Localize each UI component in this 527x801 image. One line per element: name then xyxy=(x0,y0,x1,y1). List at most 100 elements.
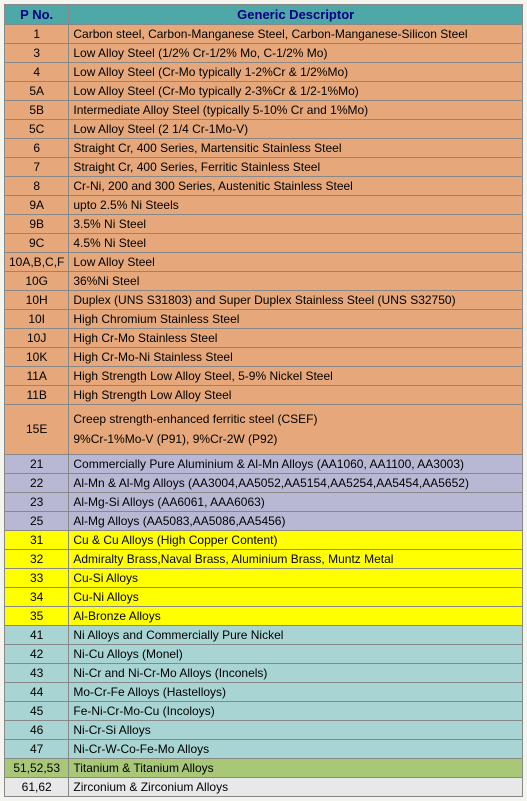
table-row: 10HDuplex (UNS S31803) and Super Duplex … xyxy=(5,291,523,310)
table-row: 10A,B,C,FLow Alloy Steel xyxy=(5,253,523,272)
cell-pno: 11B xyxy=(5,386,69,405)
cell-pno: 47 xyxy=(5,739,69,758)
cell-desc: Low Alloy Steel xyxy=(69,253,523,272)
cell-pno: 51,52,53 xyxy=(5,758,69,777)
cell-desc: Fe-Ni-Cr-Mo-Cu (Incoloys) xyxy=(69,701,523,720)
cell-desc: Ni-Cr and Ni-Cr-Mo Alloys (Inconels) xyxy=(69,663,523,682)
table-row: 9B3.5% Ni Steel xyxy=(5,215,523,234)
cell-desc: Intermediate Alloy Steel (typically 5-10… xyxy=(69,101,523,120)
cell-pno: 33 xyxy=(5,568,69,587)
cell-pno: 5B xyxy=(5,101,69,120)
table-row: 32Admiralty Brass,Naval Brass, Aluminium… xyxy=(5,549,523,568)
cell-pno: 31 xyxy=(5,530,69,549)
cell-pno: 5A xyxy=(5,82,69,101)
table-row: 5BIntermediate Alloy Steel (typically 5-… xyxy=(5,101,523,120)
cell-desc: 4.5% Ni Steel xyxy=(69,234,523,253)
table-row: 6Straight Cr, 400 Series, Martensitic St… xyxy=(5,139,523,158)
cell-pno: 9A xyxy=(5,196,69,215)
cell-desc: Cu & Cu Alloys (High Copper Content) xyxy=(69,530,523,549)
cell-desc: High Strength Low Alloy Steel xyxy=(69,386,523,405)
table-row: 33Cu-Si Alloys xyxy=(5,568,523,587)
cell-pno: 4 xyxy=(5,63,69,82)
cell-desc: Ni-Cu Alloys (Monel) xyxy=(69,644,523,663)
table-row: 42Ni-Cu Alloys (Monel) xyxy=(5,644,523,663)
cell-pno: 10I xyxy=(5,310,69,329)
cell-pno: 32 xyxy=(5,549,69,568)
table-row: 5ALow Alloy Steel (Cr-Mo typically 2-3%C… xyxy=(5,82,523,101)
table-row: 44Mo-Cr-Fe Alloys (Hastelloys) xyxy=(5,682,523,701)
header-pno: P No. xyxy=(5,5,69,25)
cell-pno: 6 xyxy=(5,139,69,158)
cell-pno: 21 xyxy=(5,454,69,473)
cell-pno: 1 xyxy=(5,25,69,44)
table-row: 9Aupto 2.5% Ni Steels xyxy=(5,196,523,215)
table-row: 25Al-Mg Alloys (AA5083,AA5086,AA5456) xyxy=(5,511,523,530)
cell-pno: 45 xyxy=(5,701,69,720)
table-body: 1Carbon steel, Carbon-Manganese Steel, C… xyxy=(5,25,523,797)
table-row: 31Cu & Cu Alloys (High Copper Content) xyxy=(5,530,523,549)
table-row: 9C4.5% Ni Steel xyxy=(5,234,523,253)
table-row: 35Al-Bronze Alloys xyxy=(5,606,523,625)
table-row: 45Fe-Ni-Cr-Mo-Cu (Incoloys) xyxy=(5,701,523,720)
cell-desc: Low Alloy Steel (Cr-Mo typically 1-2%Cr … xyxy=(69,63,523,82)
table-row: 10G36%Ni Steel xyxy=(5,272,523,291)
cell-pno: 7 xyxy=(5,158,69,177)
cell-desc: Creep strength-enhanced ferritic steel (… xyxy=(69,405,523,455)
cell-desc: High Strength Low Alloy Steel, 5-9% Nick… xyxy=(69,367,523,386)
cell-pno: 25 xyxy=(5,511,69,530)
cell-pno: 41 xyxy=(5,625,69,644)
p-number-table: P No. Generic Descriptor 1Carbon steel, … xyxy=(4,4,523,797)
cell-desc: Duplex (UNS S31803) and Super Duplex Sta… xyxy=(69,291,523,310)
cell-desc: High Chromium Stainless Steel xyxy=(69,310,523,329)
table-row: 21Commercially Pure Aluminium & Al-Mn Al… xyxy=(5,454,523,473)
cell-desc: Cr-Ni, 200 and 300 Series, Austenitic St… xyxy=(69,177,523,196)
cell-desc: 3.5% Ni Steel xyxy=(69,215,523,234)
cell-pno: 3 xyxy=(5,44,69,63)
cell-pno: 10A,B,C,F xyxy=(5,253,69,272)
table-row: 15ECreep strength-enhanced ferritic stee… xyxy=(5,405,523,455)
cell-desc: Cu-Ni Alloys xyxy=(69,587,523,606)
table-row: 10JHigh Cr-Mo Stainless Steel xyxy=(5,329,523,348)
cell-desc: upto 2.5% Ni Steels xyxy=(69,196,523,215)
table-row: 43Ni-Cr and Ni-Cr-Mo Alloys (Inconels) xyxy=(5,663,523,682)
cell-pno: 43 xyxy=(5,663,69,682)
cell-desc: 36%Ni Steel xyxy=(69,272,523,291)
table-header-row: P No. Generic Descriptor xyxy=(5,5,523,25)
cell-desc: Mo-Cr-Fe Alloys (Hastelloys) xyxy=(69,682,523,701)
cell-pno: 61,62 xyxy=(5,777,69,796)
cell-desc: Ni-Cr-W-Co-Fe-Mo Alloys xyxy=(69,739,523,758)
cell-desc: High Cr-Mo-Ni Stainless Steel xyxy=(69,348,523,367)
table-row: 23Al-Mg-Si Alloys (AA6061, AAA6063) xyxy=(5,492,523,511)
cell-pno: 10J xyxy=(5,329,69,348)
table-row: 8Cr-Ni, 200 and 300 Series, Austenitic S… xyxy=(5,177,523,196)
table-row: 11BHigh Strength Low Alloy Steel xyxy=(5,386,523,405)
cell-pno: 9B xyxy=(5,215,69,234)
table-row: 7Straight Cr, 400 Series, Ferritic Stain… xyxy=(5,158,523,177)
cell-desc: Straight Cr, 400 Series, Martensitic Sta… xyxy=(69,139,523,158)
table-row: 1Carbon steel, Carbon-Manganese Steel, C… xyxy=(5,25,523,44)
cell-desc: Zirconium & Zirconium Alloys xyxy=(69,777,523,796)
table-row: 10IHigh Chromium Stainless Steel xyxy=(5,310,523,329)
cell-desc: Admiralty Brass,Naval Brass, Aluminium B… xyxy=(69,549,523,568)
table-row: 61,62Zirconium & Zirconium Alloys xyxy=(5,777,523,796)
cell-desc: High Cr-Mo Stainless Steel xyxy=(69,329,523,348)
cell-pno: 10H xyxy=(5,291,69,310)
cell-pno: 22 xyxy=(5,473,69,492)
cell-desc: Straight Cr, 400 Series, Ferritic Stainl… xyxy=(69,158,523,177)
cell-desc: Al-Mn & Al-Mg Alloys (AA3004,AA5052,AA51… xyxy=(69,473,523,492)
table-row: 22Al-Mn & Al-Mg Alloys (AA3004,AA5052,AA… xyxy=(5,473,523,492)
table-row: 51,52,53Titanium & Titanium Alloys xyxy=(5,758,523,777)
cell-pno: 10G xyxy=(5,272,69,291)
cell-pno: 11A xyxy=(5,367,69,386)
table-row: 3Low Alloy Steel (1/2% Cr-1/2% Mo, C-1/2… xyxy=(5,44,523,63)
cell-desc: Al-Mg Alloys (AA5083,AA5086,AA5456) xyxy=(69,511,523,530)
cell-desc: Low Alloy Steel (Cr-Mo typically 2-3%Cr … xyxy=(69,82,523,101)
table-row: 10KHigh Cr-Mo-Ni Stainless Steel xyxy=(5,348,523,367)
cell-desc: Low Alloy Steel (2 1/4 Cr-1Mo-V) xyxy=(69,120,523,139)
cell-pno: 5C xyxy=(5,120,69,139)
cell-desc: Al-Mg-Si Alloys (AA6061, AAA6063) xyxy=(69,492,523,511)
cell-pno: 15E xyxy=(5,405,69,455)
header-desc: Generic Descriptor xyxy=(69,5,523,25)
cell-desc: Carbon steel, Carbon-Manganese Steel, Ca… xyxy=(69,25,523,44)
table-row: 34Cu-Ni Alloys xyxy=(5,587,523,606)
